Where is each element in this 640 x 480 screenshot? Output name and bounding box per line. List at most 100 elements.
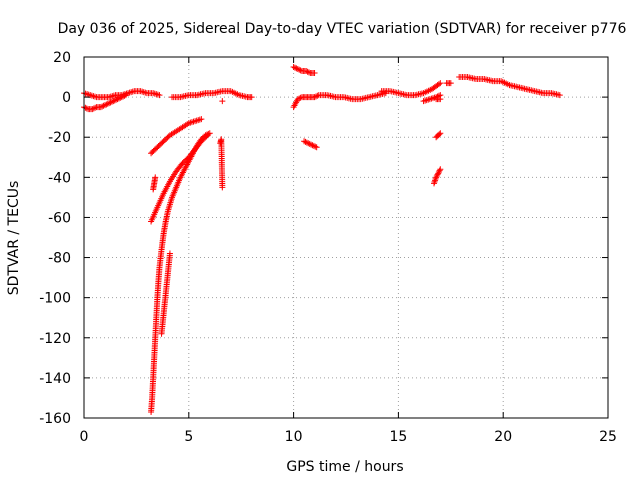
series-track-12: [290, 90, 389, 111]
grid-lines: [84, 57, 608, 418]
data-point: [294, 66, 301, 73]
data-point: [296, 95, 303, 102]
y-tick-label: -60: [48, 210, 71, 226]
data-point: [305, 140, 312, 147]
series-track-20: [456, 74, 563, 99]
data-point: [437, 166, 444, 173]
series-track-19: [443, 80, 454, 87]
data-point: [219, 98, 226, 105]
data-point: [437, 80, 444, 87]
y-tick-label: -120: [39, 331, 71, 347]
data-point: [310, 142, 317, 149]
data-point: [198, 116, 205, 123]
axis-ticks: [83, 56, 609, 419]
y-tick-label: -40: [48, 170, 71, 186]
data-point: [248, 94, 255, 101]
data-point: [303, 68, 310, 75]
chart-title: Day 036 of 2025, Sidereal Day-to-day VTE…: [58, 21, 627, 37]
data-point: [297, 94, 304, 101]
data-point: [110, 98, 117, 105]
data-point: [435, 168, 442, 175]
data-point: [313, 144, 320, 151]
data-point: [100, 102, 107, 109]
data-point: [297, 67, 304, 74]
series-track-13: [301, 138, 320, 151]
x-axis-label: GPS time / hours: [286, 459, 403, 475]
data-point: [166, 250, 173, 257]
data-point: [296, 66, 303, 73]
y-tick-label: -160: [39, 411, 71, 427]
data-point: [314, 92, 321, 99]
data-point: [309, 142, 316, 149]
data-point: [305, 69, 312, 76]
series-track-2: [81, 88, 163, 101]
data-point: [293, 65, 300, 72]
y-tick-label: -20: [48, 130, 71, 146]
y-tick-label: -100: [39, 291, 71, 307]
data-point: [89, 106, 96, 113]
data-point: [311, 94, 318, 101]
series-track-14: [378, 80, 444, 99]
data-point: [308, 141, 315, 148]
data-point: [83, 105, 90, 112]
y-tick-label: -80: [48, 251, 71, 267]
series-track-3: [169, 88, 255, 101]
data-point: [97, 104, 104, 111]
y-tick-label: -140: [39, 371, 71, 387]
series-track-18: [431, 166, 444, 187]
series-track-4: [148, 116, 205, 157]
data-point: [199, 134, 206, 141]
x-tick-label: 20: [494, 429, 512, 445]
data-point: [203, 131, 210, 138]
data-point: [113, 96, 120, 103]
y-tick-label: 20: [53, 50, 71, 66]
data-point: [306, 140, 313, 147]
y-axis-label: SDTVAR / TECUs: [6, 181, 22, 296]
data-point: [107, 99, 114, 106]
data-point: [447, 80, 454, 87]
data-point: [434, 171, 441, 178]
data-point: [206, 130, 213, 137]
data-points: [81, 64, 563, 415]
data-point: [111, 97, 118, 104]
data-point: [433, 172, 440, 179]
data-point: [108, 98, 115, 105]
tick-labels: 0 5 10 15 20 25 -160 -140 -120 -100 -80 -60 -40 -20 0 2…: [39, 50, 617, 445]
data-point: [92, 104, 99, 111]
data-point: [198, 136, 205, 143]
data-point: [311, 70, 318, 77]
series-track-10: [219, 98, 226, 105]
data-point: [436, 131, 443, 138]
data-point: [106, 100, 113, 107]
series-track-7: [148, 130, 213, 415]
data-point: [114, 96, 121, 103]
data-point: [435, 81, 442, 88]
x-tick-label: 10: [285, 429, 303, 445]
data-point: [301, 138, 308, 145]
data-point: [152, 174, 159, 181]
data-point: [437, 96, 444, 103]
data-point: [433, 174, 440, 181]
x-tick-label: 15: [389, 429, 407, 445]
data-point: [304, 68, 311, 75]
data-point: [294, 96, 301, 103]
series-track-17: [433, 130, 444, 141]
data-point: [302, 138, 309, 145]
data-point: [101, 102, 108, 109]
series-track-8: [158, 250, 173, 337]
x-tick-label: 0: [80, 429, 89, 445]
data-point: [312, 143, 319, 150]
data-point: [90, 105, 97, 112]
data-point: [435, 170, 442, 177]
data-point: [303, 139, 310, 146]
series-track-16: [433, 96, 444, 103]
data-point: [104, 100, 111, 107]
data-point: [99, 103, 106, 110]
data-point: [103, 101, 110, 108]
data-point: [219, 184, 226, 191]
x-tick-label: 25: [599, 429, 617, 445]
series-track-9: [217, 136, 226, 191]
data-point: [82, 104, 89, 111]
